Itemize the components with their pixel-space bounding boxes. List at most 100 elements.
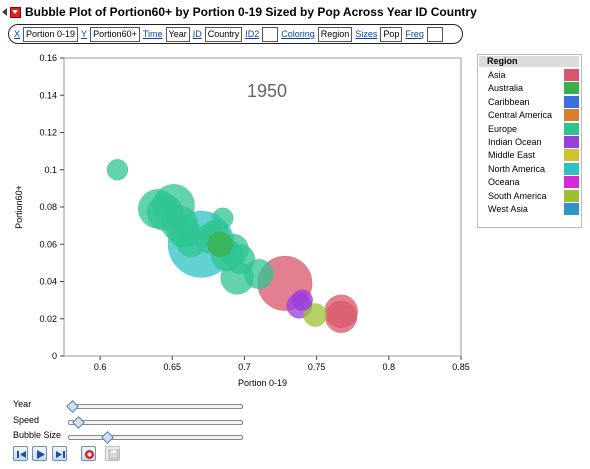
speed-slider[interactable] [68, 416, 243, 429]
role-value-time[interactable]: Year [165, 26, 190, 42]
bubble-point[interactable] [291, 289, 313, 311]
step-forward-icon [56, 451, 65, 458]
slider-thumb[interactable] [71, 416, 85, 429]
red-triangle-menu-icon[interactable] [10, 6, 21, 18]
legend-item-label: Europe [488, 123, 518, 134]
x-tick-label: 0.85 [452, 362, 470, 372]
step-back-icon [17, 451, 26, 458]
role-link-id2[interactable]: ID2 [245, 29, 260, 39]
legend-swatch [564, 203, 579, 215]
x-tick-label: 0.8 [383, 362, 396, 372]
play-button[interactable] [32, 446, 47, 461]
legend-swatch [564, 109, 579, 122]
x-tick-label: 0.7 [238, 362, 251, 372]
legend-item-label: Asia [488, 70, 506, 80]
legend-item[interactable]: North America [478, 162, 581, 176]
legend-item-label: Australia [488, 83, 524, 94]
bubble-point[interactable] [303, 303, 327, 327]
role-link-coloring[interactable]: Coloring [281, 29, 315, 39]
legend-swatch [564, 82, 579, 95]
legend-swatch [564, 136, 579, 148]
report-title: Bubble Plot of Portion60+ by Portion 0-1… [25, 5, 477, 19]
record-icon [85, 450, 94, 459]
y-axis-label: Portion60+ [14, 185, 24, 229]
legend-swatch [564, 149, 579, 162]
legend-title-swatch [564, 56, 579, 67]
y-tick-label: 0.08 [39, 202, 57, 212]
slider-thumb[interactable] [101, 431, 114, 444]
legend-item-label: North America [488, 163, 546, 174]
legend-swatch [564, 122, 579, 135]
legend-item-label: Middle East [488, 150, 536, 161]
legend-item[interactable]: South America [478, 189, 581, 203]
legend-item[interactable]: Indian Ocean [478, 136, 581, 149]
role-link-y[interactable]: Y [81, 29, 88, 39]
role-value-x[interactable]: Portion 0-19 [23, 26, 79, 42]
title-bar: Bubble Plot of Portion60+ by Portion 0-1… [2, 4, 588, 20]
legend-item-label: Central America [488, 110, 553, 121]
legend-item[interactable]: Middle East [478, 149, 581, 162]
floppy-icon [108, 449, 119, 460]
legend-item-label: South America [488, 190, 547, 201]
legend: Region Asia Australia Caribbean Central Ame… [477, 54, 582, 228]
legend-item[interactable]: Oceana [478, 176, 581, 189]
step-forward-button[interactable] [52, 446, 67, 461]
bubble-size-slider[interactable] [68, 431, 243, 444]
legend-title: Region [479, 56, 564, 67]
disclosure-triangle-icon[interactable] [2, 8, 7, 16]
role-value-id[interactable]: Country [204, 26, 243, 42]
x-axis-label: Portion 0-19 [238, 378, 287, 388]
role-link-x[interactable]: X [14, 29, 21, 39]
legend-item-label: Oceana [488, 177, 520, 188]
step-back-button[interactable] [13, 446, 28, 461]
legend-item[interactable]: West Asia [478, 203, 581, 216]
role-value-sizes[interactable]: Pop [380, 26, 403, 42]
play-icon [37, 450, 45, 459]
y-tick-label: 0.1 [44, 165, 57, 175]
legend-item-label: Indian Ocean [488, 137, 542, 147]
year-label: 1950 [247, 81, 287, 101]
y-tick-label: 0.16 [39, 53, 57, 63]
y-tick-label: 0.12 [39, 128, 57, 138]
role-link-freq[interactable]: Freq [405, 29, 424, 39]
bubble-point[interactable] [244, 259, 274, 289]
slider-thumb[interactable] [66, 400, 80, 413]
role-link-sizes[interactable]: Sizes [355, 29, 378, 39]
bubble-plot: 0 0.02 0.04 0.06 0.08 0.1 0.12 0.14 0.16 0.6 0.65 0… [14, 53, 470, 388]
x-tick-label: 0.6 [94, 362, 107, 372]
x-tick-label: 0.75 [308, 362, 326, 372]
legend-swatch [564, 176, 579, 189]
role-link-time[interactable]: Time [142, 29, 163, 39]
role-value-coloring[interactable]: Region [317, 26, 353, 42]
slider-label: Speed [13, 415, 40, 425]
plot-frame [63, 57, 462, 357]
year-slider[interactable] [66, 400, 243, 413]
legend-swatch [564, 189, 579, 202]
role-bar: X Portion 0-19 Y Portion60+ Time Year ID Countr… [8, 24, 463, 44]
slider-label: Bubble Size [13, 430, 62, 440]
save-button[interactable] [105, 446, 120, 461]
role-value-freq[interactable] [426, 26, 443, 42]
y-tick-label: 0.06 [39, 239, 57, 249]
bubble-point[interactable] [212, 207, 234, 229]
legend-item[interactable]: Asia [478, 69, 581, 82]
role-value-y[interactable]: Portion60+ [90, 26, 140, 42]
y-tick-label: 0.04 [39, 277, 57, 287]
legend-item[interactable]: Australia [478, 82, 581, 95]
y-tick-label: 0 [52, 351, 57, 361]
legend-swatch [564, 95, 579, 108]
legend-item[interactable]: Central America [478, 109, 581, 122]
record-button[interactable] [81, 446, 96, 461]
legend-item[interactable]: Europe [478, 122, 581, 136]
x-tick-label: 0.65 [164, 362, 182, 372]
legend-swatch [564, 162, 579, 175]
legend-item[interactable]: Caribbean [478, 95, 581, 109]
y-tick-label: 0.14 [39, 90, 57, 100]
role-link-id[interactable]: ID [192, 29, 202, 39]
role-value-id2[interactable] [262, 26, 279, 42]
bubble-point[interactable] [106, 159, 129, 181]
slider-label: Year [13, 399, 32, 409]
y-tick-label: 0.02 [39, 314, 57, 324]
bubble-point[interactable] [325, 300, 358, 333]
bubble-point[interactable] [207, 231, 233, 257]
